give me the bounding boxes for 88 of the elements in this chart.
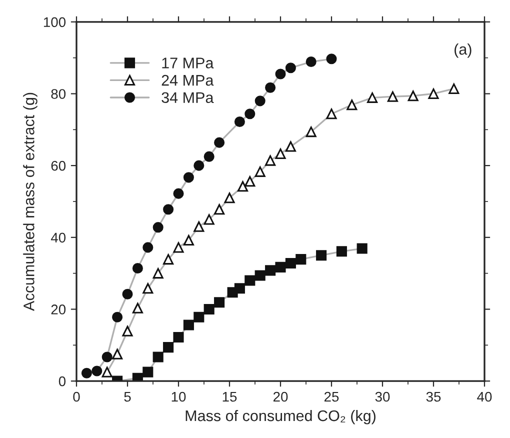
point: [142, 366, 154, 378]
annotation: (a): [454, 44, 472, 58]
point: [316, 250, 327, 261]
point: [81, 368, 92, 378]
point: [132, 302, 143, 314]
x-tick-label: 5: [124, 392, 131, 402]
point: [214, 297, 225, 308]
point: [142, 283, 154, 294]
point: [204, 304, 214, 315]
x-tick-label: 40: [477, 392, 492, 402]
point: [275, 262, 286, 272]
point: [92, 366, 102, 376]
point: [163, 342, 174, 353]
y-tick-label: 0: [58, 376, 66, 386]
point: [132, 263, 143, 274]
point: [173, 332, 184, 343]
point: [448, 83, 460, 94]
x-tick-label: 20: [273, 392, 288, 402]
point: [163, 204, 174, 215]
point: [173, 242, 184, 253]
point: [326, 108, 337, 120]
x-tick-label: 0: [73, 392, 80, 402]
point: [275, 68, 286, 80]
legend-label: 17 MPa: [162, 58, 214, 68]
point: [296, 254, 306, 265]
y-tick-label: 20: [51, 304, 66, 314]
point: [194, 312, 204, 322]
point: [194, 160, 204, 171]
point: [234, 283, 245, 294]
y-tick-label: 60: [51, 160, 66, 171]
point: [254, 96, 266, 106]
point: [194, 221, 204, 232]
point: [244, 275, 256, 286]
point: [285, 141, 296, 152]
point: [224, 192, 235, 204]
point: [237, 181, 248, 192]
x-tick-label: 30: [375, 392, 390, 402]
point: [102, 366, 112, 378]
point: [204, 151, 214, 162]
point: [387, 91, 398, 102]
legend-label: 24 MPa: [162, 74, 214, 86]
point: [204, 214, 214, 225]
point: [285, 62, 296, 74]
y-tick-label: 40: [50, 232, 66, 243]
x-axis-title: Mass of consumed CO₂ (kg): [186, 410, 376, 424]
y-axis-title: Accumulated mass of extract (g): [23, 92, 38, 311]
y-tick-label: 100: [44, 17, 66, 28]
point: [346, 100, 358, 110]
point: [163, 254, 174, 265]
point: [408, 90, 418, 102]
point: [254, 270, 266, 281]
y-tick-label: 80: [51, 89, 66, 99]
legend-label: 34 MPa: [162, 92, 214, 104]
point: [254, 166, 266, 177]
point: [306, 56, 316, 68]
point: [336, 246, 347, 257]
point: [234, 116, 245, 128]
x-tick-label: 25: [324, 392, 339, 402]
point: [112, 348, 123, 360]
point: [428, 88, 439, 100]
x-tick-label: 15: [222, 392, 237, 402]
point: [183, 234, 194, 246]
point: [112, 312, 123, 322]
point: [367, 92, 378, 103]
point: [265, 82, 276, 93]
point: [183, 172, 194, 183]
point: [306, 126, 316, 138]
point: [326, 54, 337, 64]
point: [122, 288, 133, 300]
x-tick-label: 35: [426, 392, 441, 402]
point: [183, 320, 194, 330]
point: [214, 137, 225, 148]
point: [285, 258, 296, 269]
point: [152, 352, 164, 362]
point: [265, 155, 276, 166]
point: [356, 243, 368, 254]
point: [275, 148, 286, 159]
point: [265, 265, 276, 276]
point: [142, 242, 154, 253]
point: [173, 188, 184, 199]
point: [244, 108, 256, 120]
point: [244, 176, 256, 187]
point: [122, 326, 133, 336]
point: [214, 204, 225, 215]
x-tick-label: 10: [172, 392, 186, 402]
point: [152, 222, 164, 233]
point: [102, 352, 112, 362]
point: [152, 268, 164, 279]
